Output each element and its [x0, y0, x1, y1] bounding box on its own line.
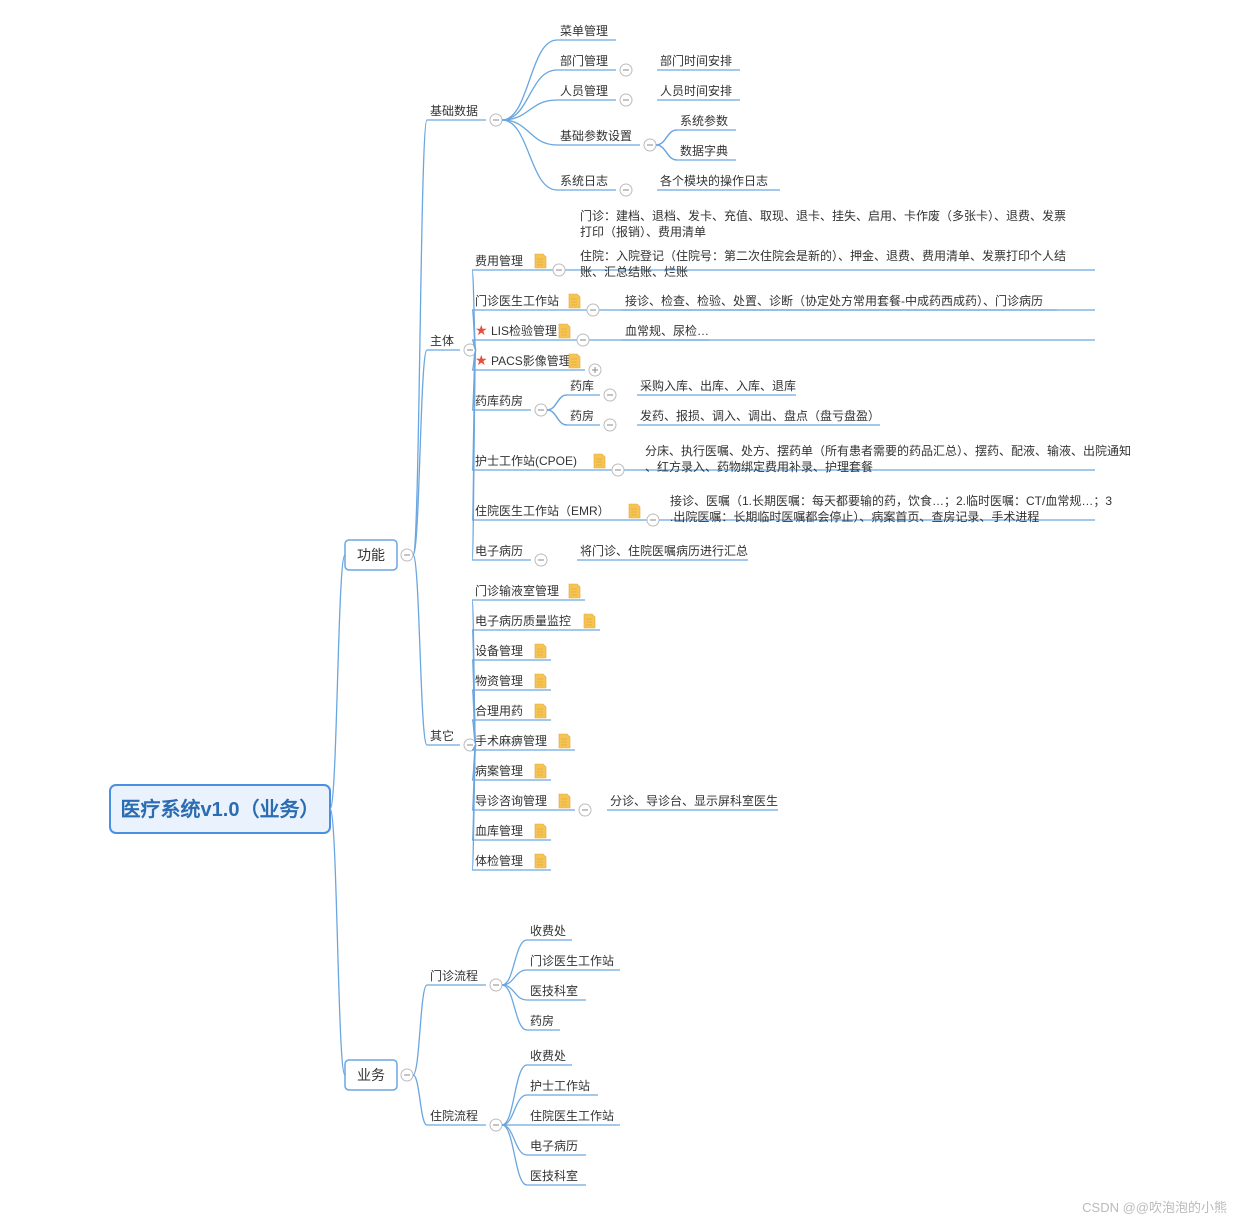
note-icon [594, 454, 605, 468]
node-description: 门诊：建档、退档、发卡、充值、取现、退卡、挂失、启用、卡作废（多张卡）、退费、发… [580, 208, 1066, 223]
node-label: LIS检验管理 [491, 323, 557, 338]
node-label: 采购入库、出库、入库、退库 [640, 378, 796, 393]
node-label: 部门管理 [560, 53, 608, 68]
note-icon [569, 584, 580, 598]
node-label: 病案管理 [475, 763, 523, 778]
priority-star-icon: ★ [475, 322, 488, 338]
node-label: 合理用药 [475, 703, 523, 718]
note-icon [569, 294, 580, 308]
node-label: 药房 [570, 408, 594, 423]
node-label: 药库 [570, 378, 594, 393]
node-label: 体检管理 [475, 853, 523, 868]
node-label: 电子病历 [530, 1138, 578, 1153]
node-label: 住院医生工作站 [530, 1109, 614, 1123]
node-label: 收费处 [530, 1049, 566, 1063]
note-icon [535, 674, 546, 688]
category-label: 门诊流程 [430, 968, 478, 983]
node-label: 基础参数设置 [560, 128, 632, 143]
note-icon [559, 324, 570, 338]
category-label: 住院流程 [430, 1108, 478, 1123]
note-icon [535, 704, 546, 718]
note-icon [584, 614, 595, 628]
node-label: 各个模块的操作日志 [660, 173, 768, 188]
note-icon [535, 644, 546, 658]
node-label: 物资管理 [475, 673, 523, 688]
node-label: 系统参数 [680, 113, 728, 128]
note-icon [535, 854, 546, 868]
note-icon [629, 504, 640, 518]
node-label: 住院医生工作站（EMR） [475, 504, 610, 518]
node-label: 门诊医生工作站 [530, 953, 614, 968]
node-description: .出院医嘱：长期临时医嘱都会停止）、病案首页、查房记录、手术进程 [670, 509, 1039, 524]
note-icon [569, 354, 580, 368]
node-description: 账、汇总结账、烂账 [580, 265, 688, 279]
node-label: 手术麻痹管理 [475, 733, 547, 748]
node-label: 接诊、检查、检验、处置、诊断（协定处方常用套餐-中成药西成药）、门诊病历 [625, 293, 1043, 308]
node-label: 医技科室 [530, 1168, 578, 1183]
node-label: 人员时间安排 [660, 83, 732, 98]
node-label: 部门时间安排 [660, 53, 732, 68]
category-label: 基础数据 [430, 103, 478, 118]
node-label: 导诊咨询管理 [475, 793, 547, 808]
node-label: 血常规、尿检… [625, 323, 709, 338]
branch-label: 功能 [357, 547, 385, 563]
note-icon [535, 824, 546, 838]
node-label: 人员管理 [560, 83, 608, 98]
category-label: 主体 [430, 334, 454, 348]
node-description: 住院：入院登记（住院号：第二次住院会是新的）、押金、退费、费用清单、发票打印个人… [580, 248, 1066, 263]
priority-star-icon: ★ [475, 352, 488, 368]
node-label: 血库管理 [475, 823, 523, 838]
node-label: 数据字典 [680, 143, 728, 158]
branch-label: 业务 [357, 1067, 385, 1083]
node-description: 打印（报销）、费用清单 [580, 224, 706, 239]
note-icon [535, 764, 546, 778]
node-label: 菜单管理 [560, 23, 608, 38]
note-icon [535, 254, 546, 268]
node-description: 分床、执行医嘱、处方、摆药单（所有患者需要的药品汇总）、摆药、配液、输液、出院通… [645, 443, 1131, 458]
node-description: 接诊、医嘱（1.长期医嘱：每天都要输的药，饮食…；2.临时医嘱：CT/血常规…；… [670, 493, 1112, 508]
node-label: 将门诊、住院医嘱病历进行汇总 [580, 543, 748, 558]
node-label: 护士工作站 [530, 1079, 590, 1093]
node-label: 发药、报损、调入、调出、盘点（盘亏盘盈） [640, 408, 880, 423]
node-description: 、红方录入、药物绑定费用补录、护理套餐 [645, 459, 873, 474]
node-label: 电子病历 [475, 543, 523, 558]
root-label: 医疗系统v1.0（业务） [121, 797, 320, 821]
node-label: 费用管理 [475, 253, 523, 268]
node-label: 护士工作站(CPOE) [475, 454, 577, 468]
node-label: 设备管理 [475, 643, 523, 658]
mindmap-canvas: 医疗系统v1.0（业务） 功能业务 基础数据主体其它门诊流程住院流程 菜单管理部门管理… [0, 0, 1247, 1230]
node-label: 药库药房 [475, 393, 523, 408]
node-label: 分诊、导诊台、显示屏科室医生 [610, 793, 778, 808]
note-icon [559, 734, 570, 748]
node-label: 门诊输液室管理 [475, 583, 559, 598]
node-label: 医技科室 [530, 983, 578, 998]
note-icon [559, 794, 570, 808]
watermark: CSDN @@吹泡泡的小熊 [1082, 1200, 1227, 1215]
node-label: PACS影像管理 [491, 353, 571, 368]
category-label: 其它 [430, 728, 454, 743]
node-label: 系统日志 [560, 174, 608, 188]
node-label: 电子病历质量监控 [475, 613, 571, 628]
node-label: 药房 [530, 1013, 554, 1028]
node-label: 收费处 [530, 924, 566, 938]
node-label: 门诊医生工作站 [475, 293, 559, 308]
